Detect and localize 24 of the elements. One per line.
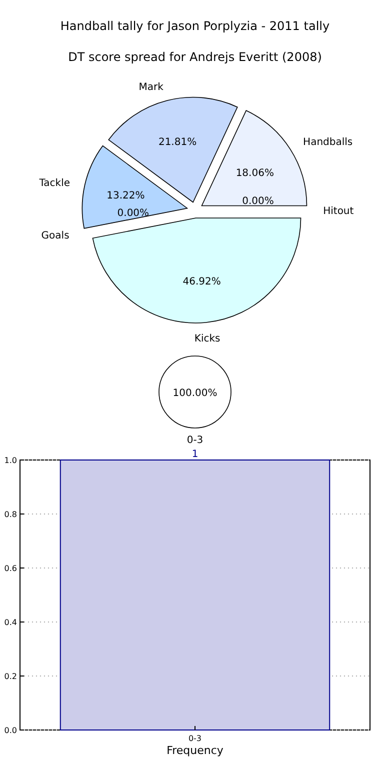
chart-title: Handball tally for Jason Porplyzia - 2011 tally: [60, 19, 330, 33]
chart-title: DT score spread for Andrejs Everitt (2008): [68, 50, 322, 64]
y-tick-label: 0.4: [4, 618, 17, 627]
slice-label: 0-3: [186, 434, 204, 446]
y-tick-label: 0.8: [4, 510, 17, 519]
data-label: 100.00%: [172, 388, 218, 399]
y-tick-label: 0.0: [4, 726, 17, 735]
data-label: 13.22%: [106, 190, 145, 202]
category-label: Goals: [41, 230, 70, 242]
y-tick-label: 0.2: [4, 672, 17, 681]
data-label: 21.81%: [158, 137, 197, 148]
slice-label: Kicks: [194, 334, 220, 345]
data-label: 18.06%: [236, 168, 274, 179]
data-label: 46.92%: [182, 276, 221, 288]
category-label: Hitout: [323, 206, 354, 218]
slice-label: Handballs: [303, 137, 353, 148]
slice-label: Tackle: [38, 178, 70, 189]
x-axis-title: Frequency: [166, 744, 224, 757]
y-tick-label: 0.6: [4, 564, 17, 573]
slice-label: Mark: [138, 82, 164, 93]
data-label: 1: [192, 449, 198, 460]
text: 0.00%: [117, 208, 150, 220]
text: 0.00%: [242, 196, 274, 208]
y-tick-label: 1.0: [4, 456, 17, 465]
